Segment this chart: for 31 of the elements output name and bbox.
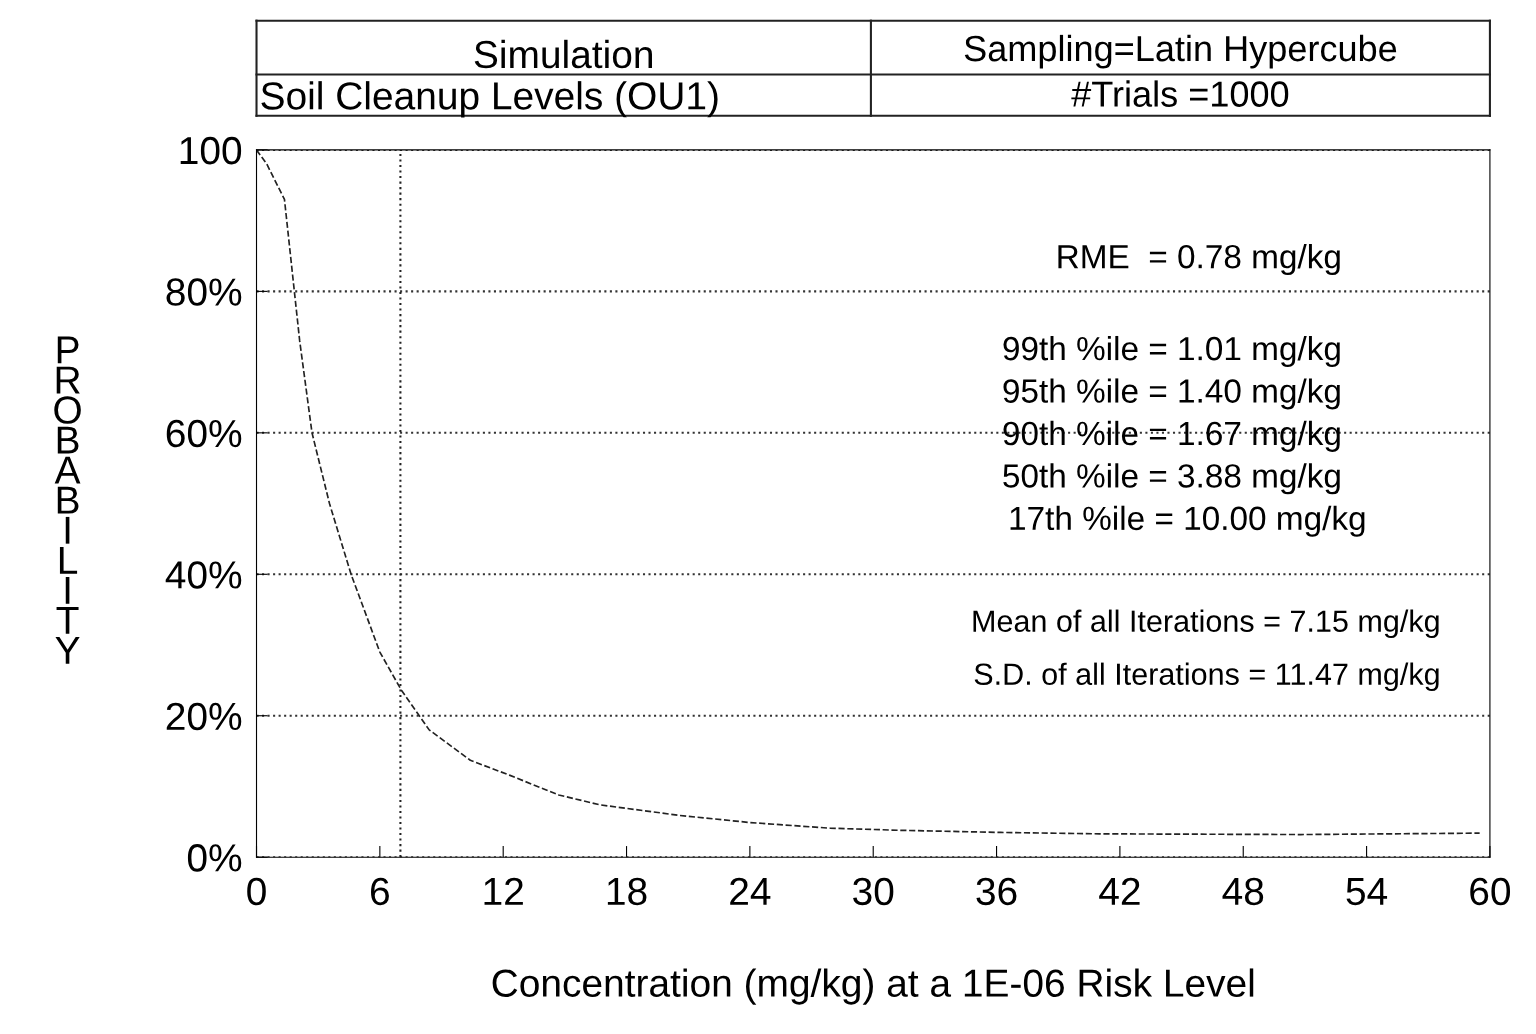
annotation: RME = 0.78 mg/kg	[1058, 244, 1340, 276]
y-tick-label: 0%	[187, 844, 242, 872]
x-tick-label: 24	[730, 877, 771, 905]
x-tick-label: 0	[247, 877, 266, 906]
annotation: 90th %ile = 1.67 mg/kg	[1003, 420, 1340, 452]
y-tick-label: 100	[180, 136, 242, 165]
x-tick-label: 6	[371, 877, 389, 906]
x-tick-label: 48	[1222, 877, 1264, 906]
annotation: S.D. of all Iterations = 11.47 mg/kg	[974, 662, 1439, 692]
annotation: 99th %ile = 1.01 mg/kg	[1003, 335, 1340, 368]
chart-title: Simulation	[474, 39, 652, 69]
chart-subtitle: Soil Cleanup Levels (OU1)	[261, 81, 718, 118]
y-tick-label: 80%	[166, 278, 242, 306]
x-tick-label: 60	[1470, 877, 1511, 906]
text: Sampling=Latin Hypercube	[964, 34, 1397, 69]
x-tick-label: 36	[976, 877, 1017, 906]
y-tick-label: 60%	[166, 419, 242, 448]
x-tick-label: 12	[484, 877, 523, 905]
x-axis-title: Concentration (mg/kg) at a 1E-06 Risk Level	[492, 968, 1254, 1005]
x-tick-label: 30	[853, 877, 894, 906]
annotation: 50th %ile = 3.88 mg/kg	[1003, 463, 1340, 495]
text: PROBABILITY	[54, 336, 81, 664]
x-tick-label: 54	[1346, 878, 1388, 906]
annotation: Mean of all Iterations = 7.15 mg/kg	[973, 609, 1439, 639]
y-tick-label: 20%	[166, 702, 242, 731]
x-tick-label: 42	[1099, 877, 1140, 905]
y-tick-label: 40%	[165, 561, 242, 589]
annotation: 95th %ile = 1.40 mg/kg	[1003, 378, 1340, 410]
text: #Trials =1000	[1071, 80, 1289, 107]
x-tick-label: 18	[607, 877, 647, 906]
annotation: 17th %ile = 10.00 mg/kg	[1010, 505, 1365, 537]
